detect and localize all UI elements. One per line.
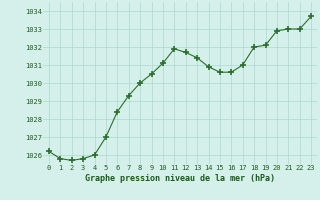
X-axis label: Graphe pression niveau de la mer (hPa): Graphe pression niveau de la mer (hPa)	[85, 174, 275, 183]
